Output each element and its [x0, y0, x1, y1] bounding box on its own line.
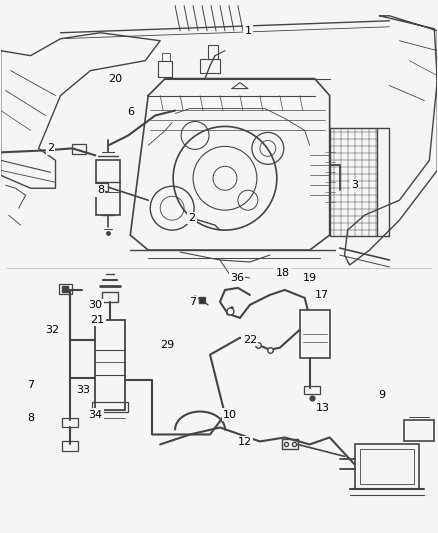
Bar [63, 441, 78, 451]
Bar [208, 45, 218, 59]
Text: 20: 20 [108, 74, 122, 84]
Text: 18: 18 [276, 268, 290, 278]
Text: 2: 2 [47, 143, 54, 154]
Text: 10: 10 [223, 409, 237, 419]
Text: 32: 32 [46, 325, 60, 335]
Text: 29: 29 [160, 340, 174, 350]
Text: 22: 22 [243, 335, 257, 345]
Bar [200, 59, 220, 72]
Text: 12: 12 [238, 438, 252, 447]
Bar [162, 53, 170, 61]
Bar [300, 310, 330, 358]
Text: 34: 34 [88, 409, 102, 419]
Text: 33: 33 [77, 385, 90, 394]
Bar [355, 445, 419, 489]
Bar [59, 284, 72, 294]
Text: 7: 7 [190, 297, 197, 307]
Text: 13: 13 [316, 402, 330, 413]
Text: 30: 30 [88, 300, 102, 310]
Bar [92, 401, 128, 411]
Text: 1: 1 [244, 26, 251, 36]
Bar [404, 419, 434, 441]
Bar [63, 417, 78, 427]
Bar [96, 160, 120, 215]
Bar [304, 385, 320, 393]
Bar [330, 128, 378, 236]
Text: 2: 2 [188, 213, 196, 223]
Text: 7: 7 [27, 379, 34, 390]
Text: 36: 36 [230, 273, 244, 283]
Text: 19: 19 [303, 273, 317, 283]
Text: 21: 21 [90, 315, 104, 325]
Text: 8: 8 [27, 413, 34, 423]
Text: 6: 6 [127, 108, 134, 117]
Bar [360, 449, 414, 484]
Text: 8: 8 [97, 185, 104, 195]
Bar [95, 320, 125, 409]
Text: 17: 17 [314, 290, 329, 300]
Bar [72, 144, 86, 155]
Bar [158, 61, 172, 77]
Bar [96, 183, 108, 191]
Text: 3: 3 [351, 180, 358, 190]
Text: 9: 9 [378, 390, 385, 400]
Bar [282, 439, 298, 449]
Bar [102, 292, 118, 302]
